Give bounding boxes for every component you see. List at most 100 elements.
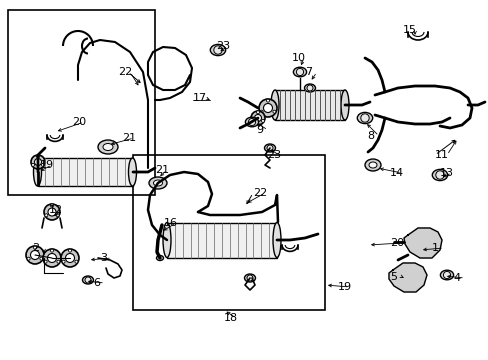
Ellipse shape bbox=[34, 158, 41, 186]
Text: 17: 17 bbox=[193, 93, 207, 103]
Text: 10: 10 bbox=[291, 53, 305, 63]
Circle shape bbox=[213, 46, 222, 54]
Text: 8: 8 bbox=[366, 131, 373, 141]
Text: 23: 23 bbox=[216, 41, 230, 51]
Circle shape bbox=[62, 260, 65, 263]
Text: 11: 11 bbox=[434, 150, 448, 160]
Circle shape bbox=[65, 253, 74, 262]
Text: 16: 16 bbox=[163, 218, 178, 228]
Circle shape bbox=[34, 246, 37, 249]
Text: 14: 14 bbox=[389, 168, 403, 178]
Text: 4: 4 bbox=[452, 273, 459, 283]
Circle shape bbox=[50, 204, 53, 207]
Circle shape bbox=[41, 163, 44, 166]
Text: 7: 7 bbox=[305, 67, 311, 77]
Circle shape bbox=[48, 208, 56, 216]
Ellipse shape bbox=[264, 144, 275, 152]
Text: 5: 5 bbox=[389, 272, 396, 282]
Text: 3: 3 bbox=[100, 253, 107, 263]
Bar bbox=[133, 155, 325, 310]
Text: 19: 19 bbox=[337, 282, 351, 292]
Circle shape bbox=[68, 249, 71, 252]
Circle shape bbox=[263, 104, 272, 112]
Ellipse shape bbox=[340, 90, 348, 120]
Circle shape bbox=[40, 257, 43, 260]
Text: 22: 22 bbox=[252, 188, 267, 198]
Text: 9: 9 bbox=[256, 125, 263, 135]
Ellipse shape bbox=[98, 140, 118, 154]
Circle shape bbox=[50, 249, 53, 252]
Text: 21: 21 bbox=[122, 133, 136, 143]
Circle shape bbox=[61, 249, 79, 267]
Circle shape bbox=[27, 257, 30, 260]
Circle shape bbox=[272, 110, 275, 113]
Circle shape bbox=[261, 120, 264, 122]
Ellipse shape bbox=[357, 112, 372, 123]
Ellipse shape bbox=[128, 158, 136, 186]
Circle shape bbox=[45, 214, 48, 217]
Text: 22: 22 bbox=[118, 67, 132, 77]
Text: 13: 13 bbox=[439, 168, 453, 178]
Bar bbox=[167, 222, 276, 257]
Ellipse shape bbox=[103, 144, 113, 150]
Text: 18: 18 bbox=[224, 313, 238, 323]
Circle shape bbox=[251, 120, 254, 122]
Circle shape bbox=[259, 99, 276, 117]
Bar bbox=[38, 158, 132, 186]
Ellipse shape bbox=[270, 90, 279, 120]
Circle shape bbox=[443, 271, 449, 279]
Circle shape bbox=[260, 110, 263, 113]
Ellipse shape bbox=[304, 84, 315, 92]
Circle shape bbox=[35, 158, 41, 166]
Ellipse shape bbox=[272, 222, 281, 257]
Circle shape bbox=[306, 85, 312, 91]
Circle shape bbox=[75, 260, 78, 263]
Text: 20: 20 bbox=[389, 238, 403, 248]
Circle shape bbox=[266, 99, 269, 102]
Text: 20: 20 bbox=[72, 117, 86, 127]
Ellipse shape bbox=[163, 222, 171, 257]
Ellipse shape bbox=[368, 162, 376, 168]
Ellipse shape bbox=[431, 170, 447, 181]
Circle shape bbox=[44, 204, 60, 220]
Circle shape bbox=[44, 260, 47, 263]
Circle shape bbox=[37, 155, 40, 158]
Ellipse shape bbox=[82, 276, 93, 284]
Circle shape bbox=[248, 118, 255, 126]
Circle shape bbox=[85, 277, 91, 283]
Text: 19: 19 bbox=[40, 160, 54, 170]
Circle shape bbox=[296, 68, 303, 76]
Circle shape bbox=[435, 171, 443, 179]
Circle shape bbox=[31, 163, 35, 166]
Circle shape bbox=[30, 251, 40, 260]
Circle shape bbox=[256, 111, 259, 114]
Ellipse shape bbox=[244, 274, 255, 282]
Text: 23: 23 bbox=[266, 150, 281, 160]
Ellipse shape bbox=[153, 180, 162, 186]
Text: 2: 2 bbox=[32, 243, 39, 253]
Text: 15: 15 bbox=[402, 25, 416, 35]
Ellipse shape bbox=[210, 44, 225, 55]
Circle shape bbox=[43, 249, 61, 267]
Text: 1: 1 bbox=[431, 243, 438, 253]
Text: 21: 21 bbox=[155, 165, 169, 175]
Polygon shape bbox=[388, 263, 426, 292]
Ellipse shape bbox=[156, 256, 163, 261]
Circle shape bbox=[266, 145, 272, 151]
Ellipse shape bbox=[245, 117, 258, 127]
Circle shape bbox=[250, 111, 264, 125]
Circle shape bbox=[31, 155, 45, 169]
Text: 6: 6 bbox=[93, 278, 100, 288]
Ellipse shape bbox=[364, 159, 380, 171]
Circle shape bbox=[360, 114, 368, 122]
Bar bbox=[8, 10, 155, 195]
Ellipse shape bbox=[293, 67, 306, 77]
Circle shape bbox=[246, 275, 252, 281]
Ellipse shape bbox=[149, 177, 167, 189]
Text: 12: 12 bbox=[49, 205, 63, 215]
Ellipse shape bbox=[440, 270, 453, 280]
Circle shape bbox=[57, 260, 60, 263]
Circle shape bbox=[254, 114, 261, 122]
Circle shape bbox=[26, 246, 44, 264]
Circle shape bbox=[56, 214, 59, 217]
